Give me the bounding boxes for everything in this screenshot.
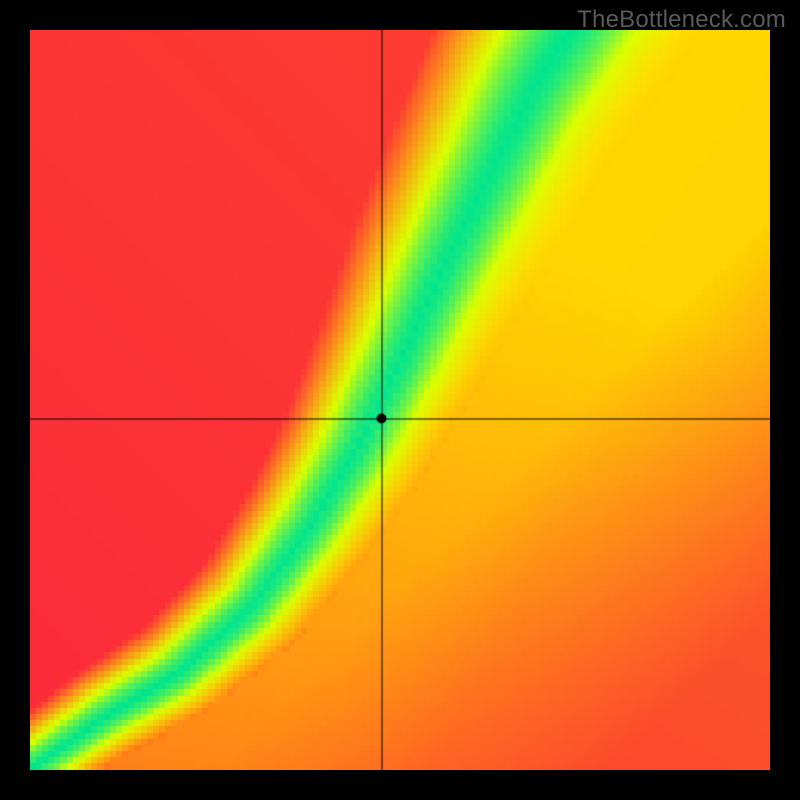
chart-container: TheBottleneck.com [0, 0, 800, 800]
bottleneck-heatmap [30, 30, 770, 770]
